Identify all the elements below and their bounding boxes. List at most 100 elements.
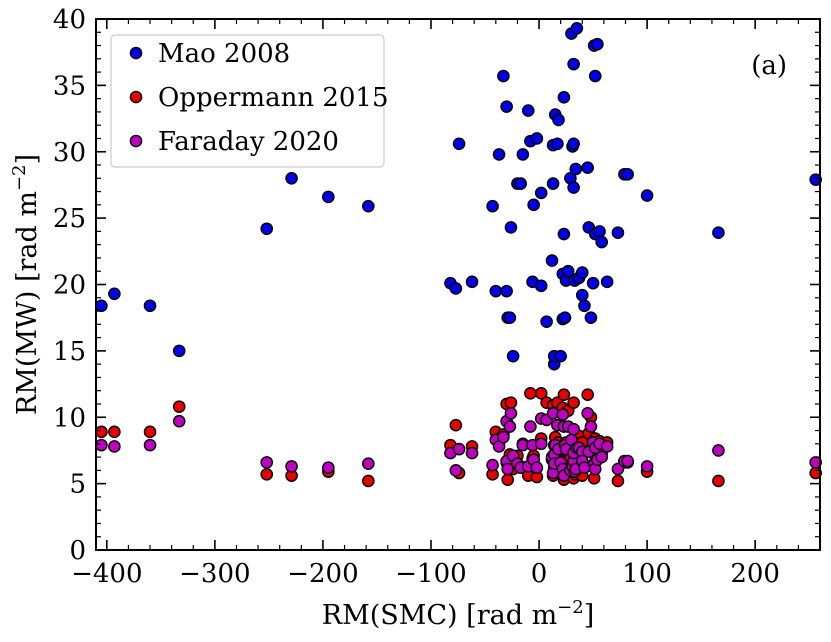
point-faraday-2020: [95, 438, 108, 452]
x-axis-label: RM(SMC) [rad m−2]: [322, 597, 595, 631]
point-mao-2008: [600, 275, 614, 289]
point-faraday-2020: [567, 422, 580, 436]
y-tick-label: 20: [53, 271, 86, 301]
point-oppermann-2015: [524, 387, 537, 400]
point-mao-2008: [285, 171, 298, 185]
point-mao-2008: [449, 282, 463, 295]
point-mao-2008: [172, 344, 186, 358]
axis-ticks: [96, 18, 821, 551]
point-mao-2008: [621, 168, 634, 181]
point-mao-2008: [712, 226, 725, 240]
x-tick-label: −200: [287, 559, 358, 589]
axis-tick-labels: −400 −300 −200 −100 0 100 200 0 5 10 15 20 25 30 35 40: [53, 5, 780, 589]
point-faraday-2020: [497, 430, 510, 444]
y-tick-label: 40: [53, 5, 86, 35]
y-tick-label: 30: [53, 138, 86, 168]
point-mao-2008: [506, 349, 520, 363]
point-oppermann-2015: [534, 387, 548, 400]
point-mao-2008: [362, 199, 375, 213]
point-oppermann-2015: [362, 474, 375, 488]
point-oppermann-2015: [260, 468, 274, 481]
legend-box: [110, 34, 385, 168]
point-mao-2008: [554, 349, 567, 363]
point-mao-2008: [557, 227, 571, 241]
point-mao-2008: [578, 299, 591, 313]
point-mao-2008: [567, 57, 580, 71]
point-mao-2008: [809, 173, 822, 186]
point-faraday-2020: [595, 450, 609, 464]
point-mao-2008: [546, 177, 560, 190]
y-tick-label: 5: [69, 470, 86, 500]
point-mao-2008: [452, 137, 466, 151]
panel-label: (a): [751, 51, 787, 81]
point-mao-2008: [569, 162, 583, 176]
point-faraday-2020: [611, 462, 625, 476]
point-oppermann-2015: [504, 396, 518, 409]
point-oppermann-2015: [567, 396, 580, 409]
point-faraday-2020: [452, 442, 466, 456]
point-faraday-2020: [530, 461, 544, 474]
data-marks: [95, 21, 822, 488]
point-faraday-2020: [584, 420, 598, 433]
point-mao-2008: [552, 113, 565, 127]
point-mao-2008: [500, 284, 513, 298]
point-faraday-2020: [285, 460, 298, 473]
point-mao-2008: [586, 276, 600, 290]
point-mao-2008: [500, 100, 513, 113]
x-tick-label: −400: [71, 559, 142, 589]
legend-marker-mao-2008: [129, 46, 143, 60]
legend-marker-faraday-2020: [129, 134, 143, 148]
y-tick-label: 10: [53, 403, 86, 433]
point-mao-2008: [260, 222, 274, 236]
point-mao-2008: [514, 177, 527, 190]
point-mao-2008: [497, 69, 510, 83]
point-mao-2008: [584, 311, 598, 324]
point-mao-2008: [503, 311, 517, 324]
legend-marker-oppermann-2015: [129, 90, 143, 104]
point-mao-2008: [143, 299, 157, 313]
point-mao-2008: [575, 266, 589, 279]
point-faraday-2020: [621, 454, 634, 468]
point-mao-2008: [540, 315, 553, 328]
point-mao-2008: [558, 311, 572, 324]
point-faraday-2020: [362, 457, 375, 471]
point-mao-2008: [575, 288, 589, 302]
legend: Mao 2008 Oppermann 2015 Faraday 2020: [110, 34, 389, 168]
x-tick-label: −300: [179, 559, 250, 589]
point-mao-2008: [521, 104, 535, 117]
x-tick-label: −100: [395, 559, 466, 589]
point-faraday-2020: [108, 440, 121, 453]
point-mao-2008: [534, 186, 548, 200]
point-faraday-2020: [534, 437, 548, 451]
point-faraday-2020: [600, 440, 614, 453]
point-mao-2008: [593, 225, 606, 238]
legend-label-mao-2008: Mao 2008: [158, 39, 290, 69]
point-mao-2008: [322, 190, 335, 204]
y-axis-label: RM(MW) [rad m−2]: [9, 154, 43, 415]
point-faraday-2020: [143, 438, 157, 452]
point-mao-2008: [581, 161, 594, 174]
point-mao-2008: [534, 279, 548, 293]
point-mao-2008: [527, 198, 540, 212]
point-oppermann-2015: [143, 425, 157, 439]
x-tick-label: 100: [622, 559, 672, 589]
y-tick-label: 35: [53, 71, 86, 101]
point-mao-2008: [591, 37, 604, 51]
point-mao-2008: [489, 284, 503, 298]
x-tick-label: 200: [730, 559, 780, 589]
point-oppermann-2015: [449, 418, 463, 432]
point-faraday-2020: [581, 406, 594, 420]
point-mao-2008: [545, 254, 559, 267]
point-mao-2008: [486, 199, 499, 213]
point-faraday-2020: [449, 464, 463, 477]
point-mao-2008: [551, 137, 564, 151]
point-mao-2008: [504, 221, 518, 234]
point-faraday-2020: [640, 460, 654, 473]
point-mao-2008: [465, 275, 479, 289]
point-mao-2008: [492, 148, 506, 161]
point-faraday-2020: [524, 420, 537, 433]
point-faraday-2020: [712, 444, 725, 457]
point-mao-2008: [557, 91, 571, 104]
point-mao-2008: [561, 264, 575, 278]
